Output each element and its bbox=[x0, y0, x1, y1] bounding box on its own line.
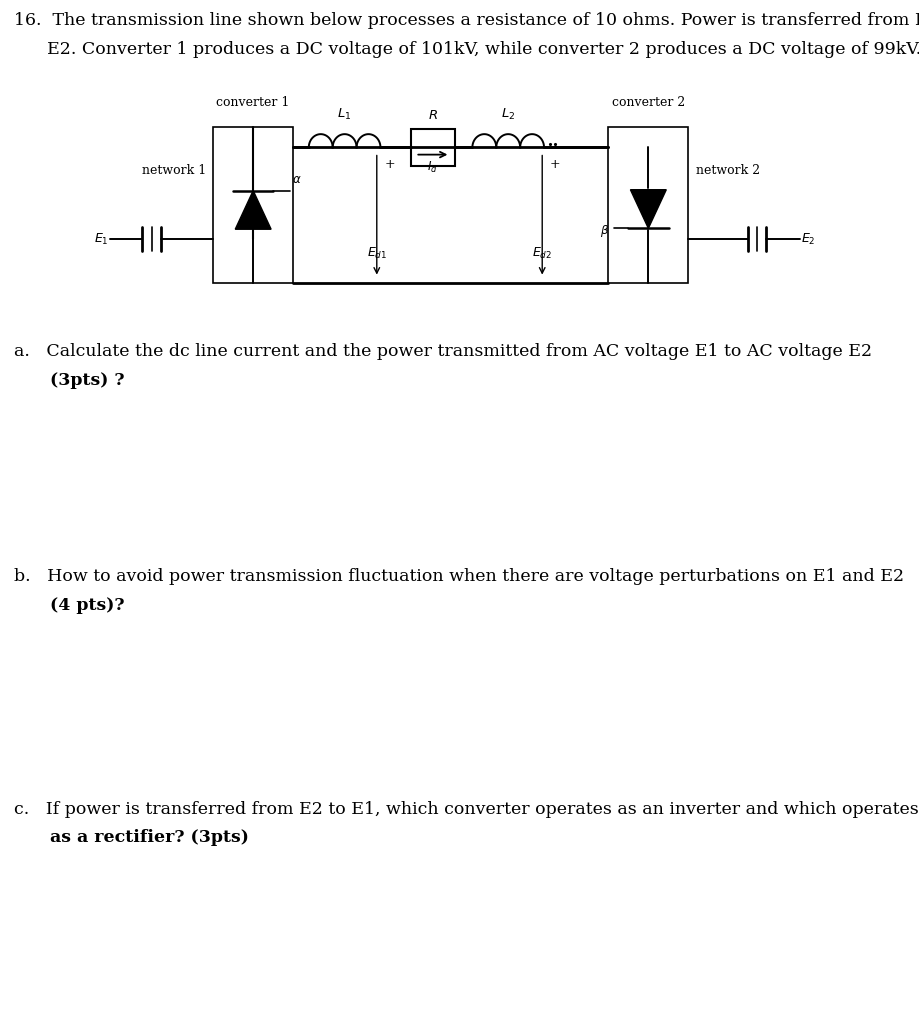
Text: $\alpha$: $\alpha$ bbox=[292, 172, 301, 185]
Text: $I_d$: $I_d$ bbox=[427, 160, 438, 175]
Polygon shape bbox=[235, 190, 271, 229]
Text: $L_2$: $L_2$ bbox=[501, 106, 516, 122]
Text: 16.  The transmission line shown below processes a resistance of 10 ohms. Power : 16. The transmission line shown below pr… bbox=[14, 12, 919, 30]
Text: $E_{d2}$: $E_{d2}$ bbox=[532, 246, 552, 261]
Text: E2. Converter 1 produces a DC voltage of 101kV, while converter 2 produces a DC : E2. Converter 1 produces a DC voltage of… bbox=[14, 41, 919, 58]
Text: b.   How to avoid power transmission fluctuation when there are voltage perturba: b. How to avoid power transmission fluct… bbox=[14, 568, 904, 586]
Text: converter 2: converter 2 bbox=[612, 95, 685, 109]
Text: +: + bbox=[550, 158, 561, 171]
Text: $E_{d1}$: $E_{d1}$ bbox=[367, 246, 387, 261]
Text: as a rectifier? (3pts): as a rectifier? (3pts) bbox=[14, 829, 249, 847]
Text: $E_1$: $E_1$ bbox=[94, 231, 108, 247]
Text: network 1: network 1 bbox=[142, 164, 206, 177]
Text: +: + bbox=[384, 158, 395, 171]
Bar bbox=[213, 127, 293, 283]
Text: a.   Calculate the dc line current and the power transmitted from AC voltage E1 : a. Calculate the dc line current and the… bbox=[14, 343, 872, 360]
Text: (3pts) ?: (3pts) ? bbox=[14, 372, 124, 389]
Bar bbox=[411, 129, 455, 166]
Text: network 2: network 2 bbox=[696, 164, 760, 177]
Polygon shape bbox=[630, 189, 666, 228]
Text: (4 pts)?: (4 pts)? bbox=[14, 597, 124, 614]
Text: $L_1$: $L_1$ bbox=[337, 106, 352, 122]
Text: $\beta$: $\beta$ bbox=[600, 223, 609, 240]
Text: c.   If power is transferred from E2 to E1, which converter operates as an inver: c. If power is transferred from E2 to E1… bbox=[14, 801, 918, 818]
Bar bbox=[608, 127, 688, 283]
Text: converter 1: converter 1 bbox=[217, 95, 289, 109]
Text: $E_2$: $E_2$ bbox=[801, 231, 816, 247]
Text: $R$: $R$ bbox=[428, 109, 437, 122]
